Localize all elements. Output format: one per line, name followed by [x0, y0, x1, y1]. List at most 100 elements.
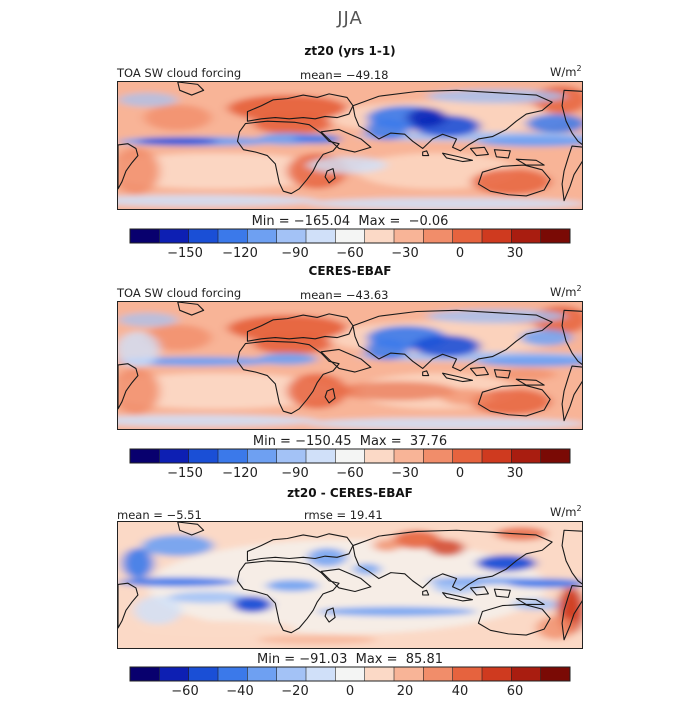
coastline-arabia: [321, 349, 371, 372]
colorbar-tick-label: 0: [456, 246, 464, 261]
colorbar-swatch: [306, 449, 336, 463]
colorbar-tick-label: −40: [226, 684, 253, 699]
coastline-india_island: [423, 151, 429, 156]
field-patch: [364, 338, 409, 361]
colorbar-tick-label: 0: [346, 684, 354, 699]
coastline-indonesia1: [443, 153, 473, 161]
colorbar-swatch: [482, 229, 512, 243]
field-patch: [476, 356, 582, 367]
panel-1-min-max: Min = −165.04 Max = −0.06: [251, 214, 449, 229]
colorbar-swatch: [540, 667, 571, 681]
field-patch: [476, 136, 582, 147]
coastline-png: [516, 159, 544, 165]
field-patch: [227, 315, 348, 342]
colorbar-swatch: [452, 667, 483, 681]
colorbar-outline: [129, 448, 571, 464]
panel-1-title: zt20 (yrs 1-1): [304, 44, 396, 58]
coastline-indonesia2: [470, 147, 488, 155]
colorbar-tick-label: −60: [336, 246, 363, 261]
field-patch: [118, 367, 160, 415]
colorbar-swatch: [306, 667, 336, 681]
colorbar-swatch: [218, 449, 248, 463]
panel-1-map: [117, 81, 583, 210]
colorbar-swatch: [511, 667, 541, 681]
field-patch: [428, 539, 465, 557]
colorbar-tick-label: −20: [281, 684, 308, 699]
panel-2-colorbar: −150 −120 −90 −60 −30 0 30: [129, 448, 571, 483]
field-patch: [121, 547, 154, 579]
field-patch: [137, 620, 298, 636]
colorbar-swatch: [364, 667, 395, 681]
colorbar-swatch: [276, 229, 307, 243]
colorbar-swatch: [276, 667, 307, 681]
colorbar-tick-label: 30: [507, 466, 524, 481]
coastline-indonesia3: [494, 150, 510, 158]
colorbar-swatch: [306, 229, 336, 243]
colorbar-swatch: [335, 449, 365, 463]
panel-2-variable-label: TOA SW cloud forcing: [117, 286, 242, 300]
field-patch: [118, 92, 178, 107]
field-patch: [257, 353, 318, 365]
panel-3-mean-label: mean = −5.51: [117, 508, 202, 522]
field-patch: [406, 108, 447, 128]
colorbar-swatch: [159, 667, 189, 681]
colorbar-tick-label: −90: [281, 466, 308, 481]
panel-2-map: [117, 301, 583, 430]
field-patch: [227, 95, 348, 122]
colorbar-swatch: [218, 667, 248, 681]
field-patch: [307, 547, 348, 567]
colorbar-tick-label: −30: [391, 246, 418, 261]
field-patch: [147, 539, 547, 634]
coastline-namerica: [562, 310, 582, 367]
field-patch: [252, 332, 333, 355]
coastline-greenland: [178, 82, 204, 95]
colorbar-swatch: [218, 229, 248, 243]
field-patch: [118, 153, 338, 189]
colorbar-tick-label: −150: [167, 466, 203, 481]
coastline-asia: [353, 90, 552, 151]
coastline-arabia: [321, 569, 371, 591]
colorbar-swatch: [247, 667, 277, 681]
field-patch: [307, 156, 387, 174]
colorbar-swatch: [511, 449, 541, 463]
field-patch: [520, 329, 573, 346]
colorbar-swatch: [130, 449, 160, 463]
coastline-samerica_w: [118, 144, 138, 189]
panel-1-variable-label: TOA SW cloud forcing: [117, 66, 242, 80]
colorbar-tick-label: −120: [222, 246, 258, 261]
field-patch: [143, 104, 212, 131]
panel-2-unit-label: W/m2: [550, 284, 582, 299]
colorbar-tick-label: −30: [391, 466, 418, 481]
coastline-indonesia3: [494, 370, 510, 378]
colorbar-swatch: [452, 229, 483, 243]
colorbar-swatch: [159, 449, 189, 463]
field-patch: [257, 635, 377, 645]
panel-3-map: [117, 521, 583, 649]
field-patch: [252, 112, 333, 135]
colorbar-swatch: [130, 229, 160, 243]
coastline-namerica: [562, 530, 582, 587]
coastline-indonesia1: [443, 373, 473, 381]
colorbar-swatch: [423, 667, 453, 681]
colorbar-swatch: [247, 229, 277, 243]
field-patch: [137, 137, 218, 146]
colorbar-swatch: [394, 667, 424, 681]
colorbar-swatch: [130, 667, 160, 681]
colorbar-swatch: [394, 229, 424, 243]
colorbar-tick-label: 20: [397, 684, 414, 699]
colorbar-swatch: [452, 449, 483, 463]
colorbar-swatch: [276, 449, 307, 463]
coastline-samerica: [562, 146, 582, 201]
field-patch: [118, 577, 238, 587]
field-patch: [167, 591, 248, 604]
field-patch: [426, 89, 567, 104]
colorbar-tick-label: 30: [507, 246, 524, 261]
colorbar-tick-label: −60: [336, 466, 363, 481]
field-patch: [471, 168, 552, 195]
colorbar-outline: [129, 228, 571, 244]
panel-3-unit-label: W/m2: [550, 504, 582, 519]
field-patch: [266, 579, 319, 592]
colorbar-swatch: [482, 667, 512, 681]
field-patch: [118, 312, 178, 327]
colorbar-swatch: [540, 229, 571, 243]
